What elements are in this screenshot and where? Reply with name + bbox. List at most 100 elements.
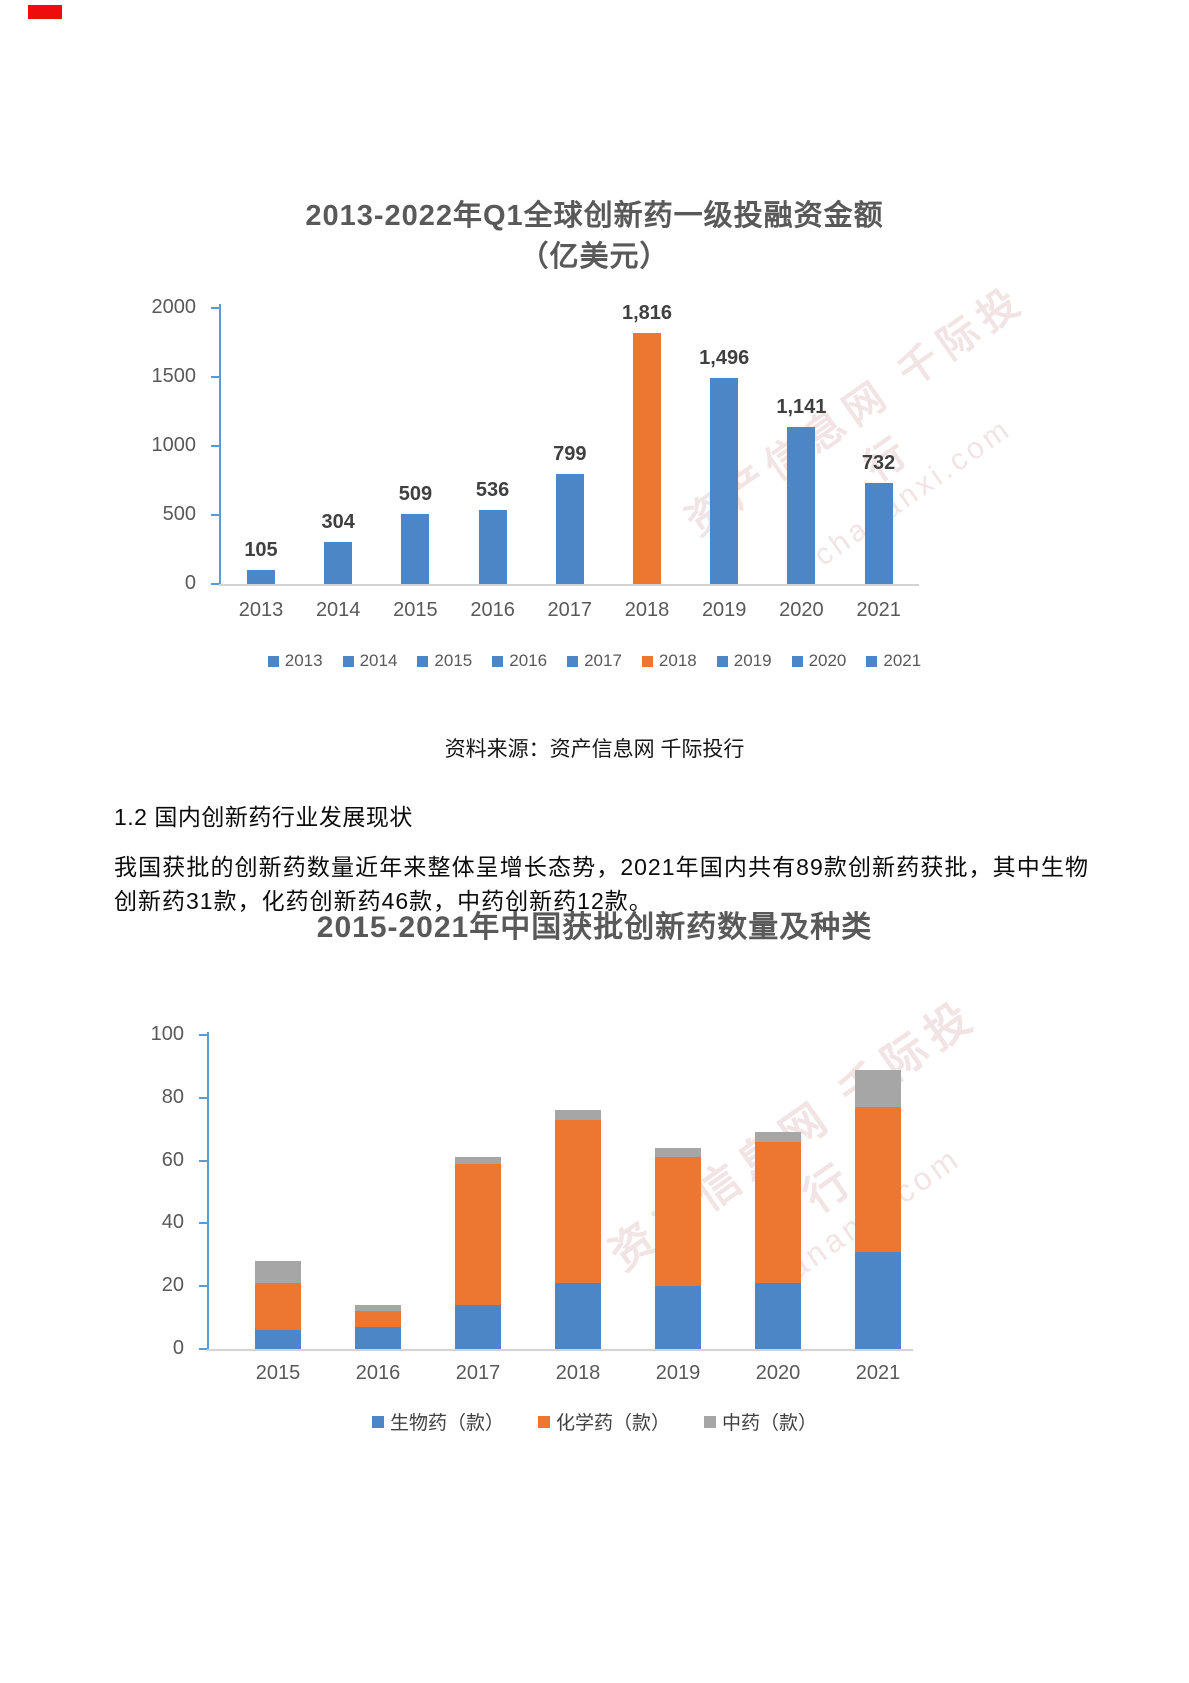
chart1-bar-chart: 2000 1500 1000 500 0 105 2013 304 2014 509 2015 536… — [0, 0, 1189, 700]
chart1-legend-label: 2018 — [658, 651, 697, 670]
chart2-segment-2016-化学药（款） — [355, 1311, 401, 1327]
chart1-legend-label: 2021 — [883, 651, 922, 670]
chart1-value-label-2017: 799 — [553, 443, 587, 465]
chart1-legend-item-2014: 2014 — [342, 651, 397, 671]
chart1-y-tick-label: 1500 — [151, 365, 197, 387]
chart1-legend-item-2015: 2015 — [417, 651, 472, 671]
chart1-y-tick-mark — [211, 307, 219, 309]
chart1-value-label-2014: 304 — [321, 511, 355, 533]
chart2-x-tick-label: 2015 — [255, 1362, 301, 1384]
chart2-legend-label: 中药（款） — [722, 1413, 818, 1434]
chart2-y-tick-mark — [199, 1222, 207, 1225]
chart1-legend-item-2021: 2021 — [866, 651, 921, 671]
chart1-bar-2021 — [864, 483, 893, 584]
chart2-y-tick-label: 0 — [172, 1337, 184, 1359]
chart2-x-tick-label: 2016 — [355, 1362, 401, 1384]
chart2-legend-marker-生物药（款） — [371, 1415, 384, 1428]
chart2-y-tick-label: 100 — [150, 1023, 184, 1045]
chart2-x-tick-label: 2020 — [755, 1362, 801, 1384]
chart2-x-tick-label: 2021 — [855, 1362, 901, 1384]
chart2-y-tick-mark — [199, 1034, 207, 1036]
chart2-legend: 生物药（款） 化学药（款） 中药（款） — [0, 1408, 1189, 1435]
chart2-legend-item-生物药（款）: 生物药（款） — [371, 1408, 504, 1435]
chart2-x-tick-label: 2018 — [555, 1362, 601, 1384]
chart1-bar-2020 — [787, 427, 816, 584]
chart1-y-axis-line — [219, 304, 221, 584]
chart2-segment-2020-中药（款） — [755, 1132, 801, 1142]
chart2-title: 2015-2021年中国获批创新药数量及种类 — [316, 911, 873, 944]
chart2-legend-item-中药（款）: 中药（款） — [704, 1408, 817, 1435]
chart2-segment-2017-中药（款） — [455, 1157, 501, 1164]
chart1-legend-marker-2020 — [791, 655, 803, 667]
chart2-segment-2018-生物药（款） — [555, 1283, 601, 1349]
chart1-legend-marker-2016 — [492, 655, 504, 667]
chart2-segment-2018-化学药（款） — [555, 1119, 601, 1284]
chart1-legend-item-2020: 2020 — [791, 651, 847, 671]
chart1-value-label-2018: 1,816 — [621, 302, 673, 324]
chart1-legend-item-2016: 2016 — [492, 651, 547, 671]
chart1-x-tick-label: 2018 — [624, 599, 670, 621]
chart2-y-tick-label: 60 — [161, 1148, 184, 1171]
chart1-legend-marker-2014 — [342, 655, 354, 667]
chart1-legend-label: 2015 — [434, 651, 473, 670]
chart2-y-tick-label: 20 — [161, 1274, 184, 1297]
chart1-legend-label: 2020 — [808, 651, 847, 670]
chart1-x-tick-label: 2017 — [547, 599, 593, 621]
chart1-legend-marker-2013 — [267, 655, 279, 667]
chart2-x-tick-label: 2019 — [655, 1362, 701, 1384]
chart2-segment-2021-化学药（款） — [855, 1107, 901, 1252]
chart1-legend-label: 2019 — [733, 651, 772, 670]
chart1-legend-marker-2018 — [641, 655, 653, 667]
chart1-y-tick-label: 500 — [162, 503, 196, 525]
chart1-y-tick-label: 1000 — [151, 434, 197, 456]
chart1-y-tick-mark — [211, 583, 219, 585]
chart1-bar-2014 — [324, 542, 353, 584]
chart1-x-tick-label: 2019 — [701, 599, 747, 621]
chart1-legend: 2013 2014 2015 2016 2017 2018 2019 2020 2021 — [0, 651, 1189, 671]
chart1-x-tick-label: 2014 — [315, 599, 361, 621]
chart1-legend-item-2017: 2017 — [567, 651, 622, 671]
chart1-value-label-2021: 732 — [861, 452, 896, 474]
chart2-y-tick-label: 40 — [161, 1211, 184, 1234]
chart2-y-tick-label: 80 — [161, 1085, 184, 1108]
chart1-legend-marker-2015 — [417, 655, 429, 667]
red-corner-mark — [28, 5, 62, 19]
section-heading: 1.2 国内创新药行业发展现状 — [114, 804, 413, 830]
chart1-value-label-2015: 509 — [398, 483, 433, 505]
chart2-segment-2015-生物药（款） — [255, 1330, 301, 1349]
chart1-value-label-2013: 105 — [244, 539, 278, 561]
chart2-y-tick-mark — [199, 1285, 207, 1288]
chart2-segment-2018-中药（款） — [555, 1110, 601, 1120]
chart1-x-tick-label: 2015 — [393, 599, 438, 621]
chart2-legend-label: 生物药（款） — [389, 1413, 504, 1434]
chart2-legend-item-化学药（款）: 化学药（款） — [537, 1408, 670, 1435]
chart2-segment-2017-生物药（款） — [455, 1305, 501, 1349]
chart1-x-axis-line — [219, 584, 919, 586]
chart1-y-tick-mark — [211, 445, 219, 447]
chart1-subtitle: （亿美元） — [519, 241, 670, 273]
chart1-bar-2019 — [710, 378, 739, 584]
chart1-y-tick-label: 0 — [184, 572, 196, 594]
chart1-legend-item-2018: 2018 — [641, 651, 697, 671]
chart1-legend-marker-2021 — [866, 655, 878, 667]
chart1-y-tick-mark — [211, 514, 219, 516]
chart1-value-label-2016: 536 — [475, 479, 510, 501]
chart1-y-tick-mark — [211, 376, 219, 378]
chart1-bar-2018 — [633, 333, 661, 584]
chart1-bar-2013 — [247, 570, 275, 584]
chart1-value-label-2020: 1,141 — [776, 396, 827, 418]
chart1-value-label-2019: 1,496 — [699, 347, 750, 369]
chart2-y-tick-mark — [199, 1096, 207, 1099]
chart2-segment-2015-化学药（款） — [255, 1283, 301, 1331]
chart2-segment-2021-中药（款） — [855, 1069, 901, 1108]
chart1-x-tick-label: 2020 — [779, 599, 824, 621]
chart2-y-tick-mark — [199, 1159, 207, 1162]
chart1-bar-2015 — [401, 514, 430, 584]
chart1-legend-marker-2019 — [716, 655, 728, 667]
chart2-segment-2020-化学药（款） — [755, 1141, 801, 1284]
chart1-x-tick-label: 2013 — [238, 599, 284, 621]
chart2-stacked-bar-chart: 100 80 60 40 20 0 2015 2016 2017 2018 2019 2020 2021 — [0, 930, 1189, 1400]
chart2-segment-2021-生物药（款） — [855, 1251, 901, 1349]
chart1-legend-label: 2016 — [509, 651, 548, 670]
